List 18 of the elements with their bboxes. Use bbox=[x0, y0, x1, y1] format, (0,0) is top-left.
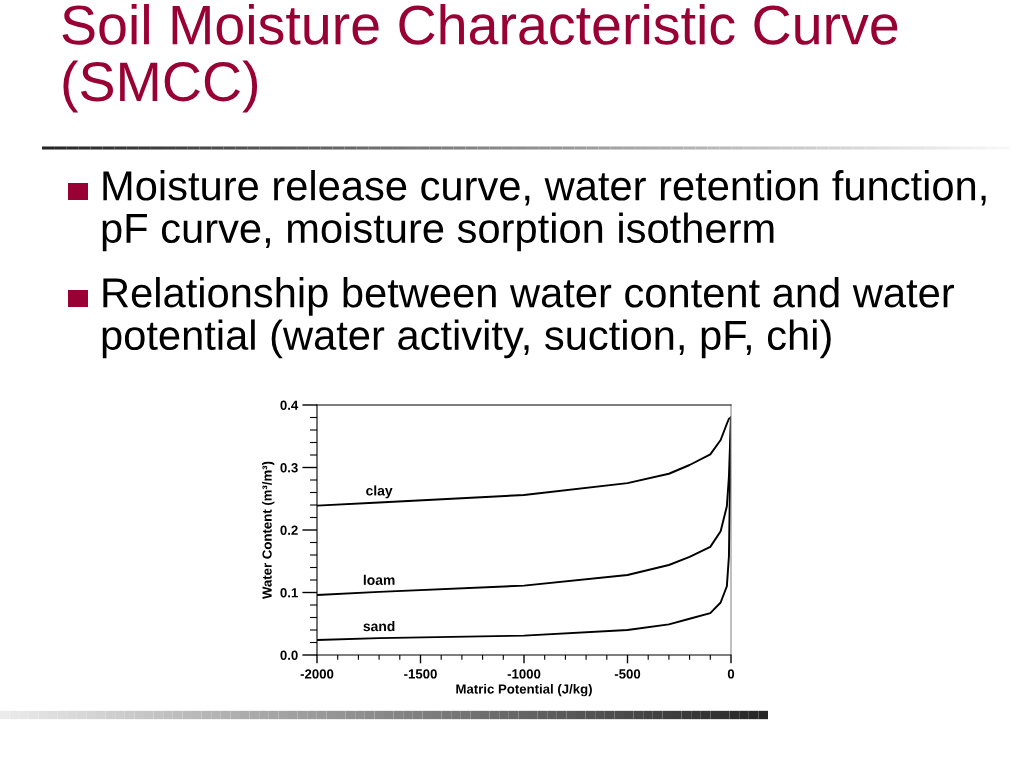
x-axis-title: Matric Potential (J/kg) bbox=[456, 683, 592, 697]
x-tick-label: -2000 bbox=[300, 669, 334, 679]
chart-title: Soil Moisture Characteristic Curve (SMCC) bbox=[62, 4, 898, 113]
series-label: sand bbox=[363, 621, 395, 632]
y-tick-label: 0.4 bbox=[280, 400, 299, 410]
text: Relationship between water content and water potential (water activity, suction, pF, chi) bbox=[102, 277, 954, 359]
x-tick-label: -1000 bbox=[507, 669, 541, 679]
x-tick-label: -500 bbox=[614, 669, 641, 679]
y-tick-label: 0.3 bbox=[280, 463, 298, 473]
x-tick-label: -1500 bbox=[404, 669, 437, 679]
y-tick-label: 0.2 bbox=[280, 525, 298, 535]
y-tick-label: 0.1 bbox=[280, 588, 298, 598]
text: Moisture release curve, water retention function, pF curve, moisture sorption isotherm bbox=[102, 170, 986, 252]
series-label: loam bbox=[363, 574, 395, 585]
x-tick-label: 0 bbox=[727, 669, 735, 679]
series-label: clay bbox=[366, 485, 393, 499]
y-axis-title: Water Content (m³/m³) bbox=[262, 461, 275, 599]
y-tick-label: 0.0 bbox=[280, 650, 298, 660]
